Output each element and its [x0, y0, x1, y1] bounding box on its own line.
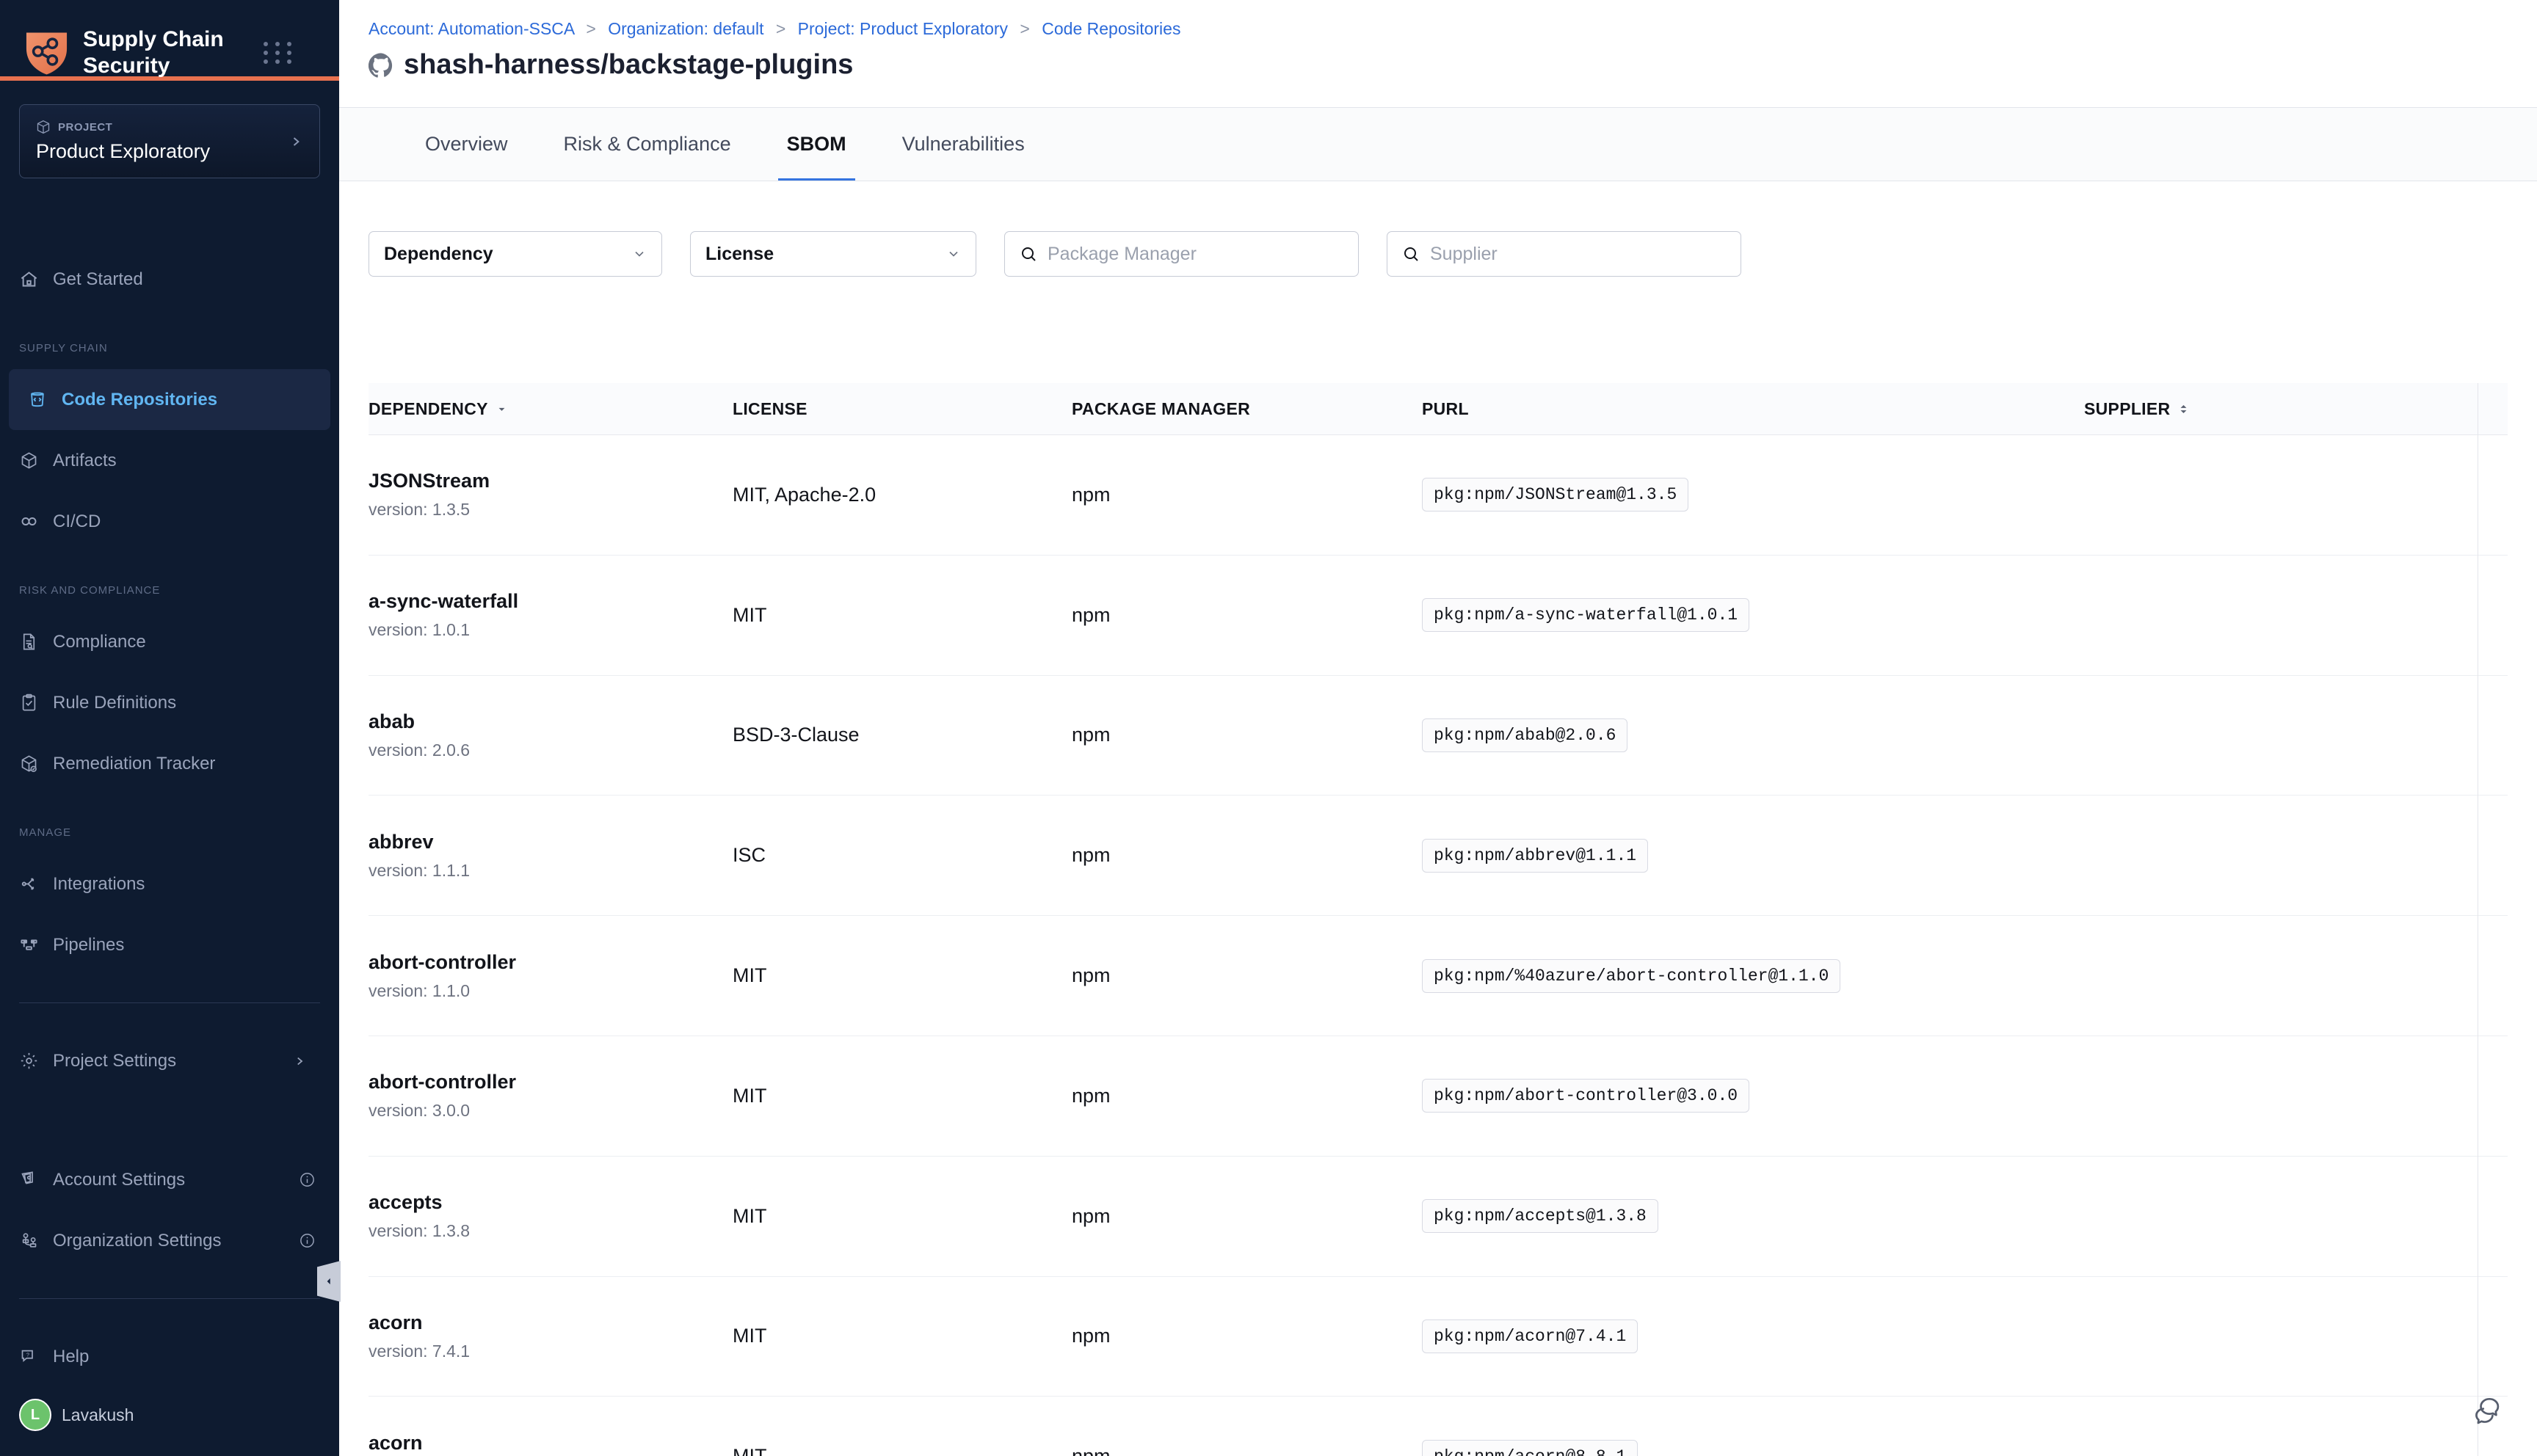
- svg-text:?: ?: [26, 1352, 29, 1358]
